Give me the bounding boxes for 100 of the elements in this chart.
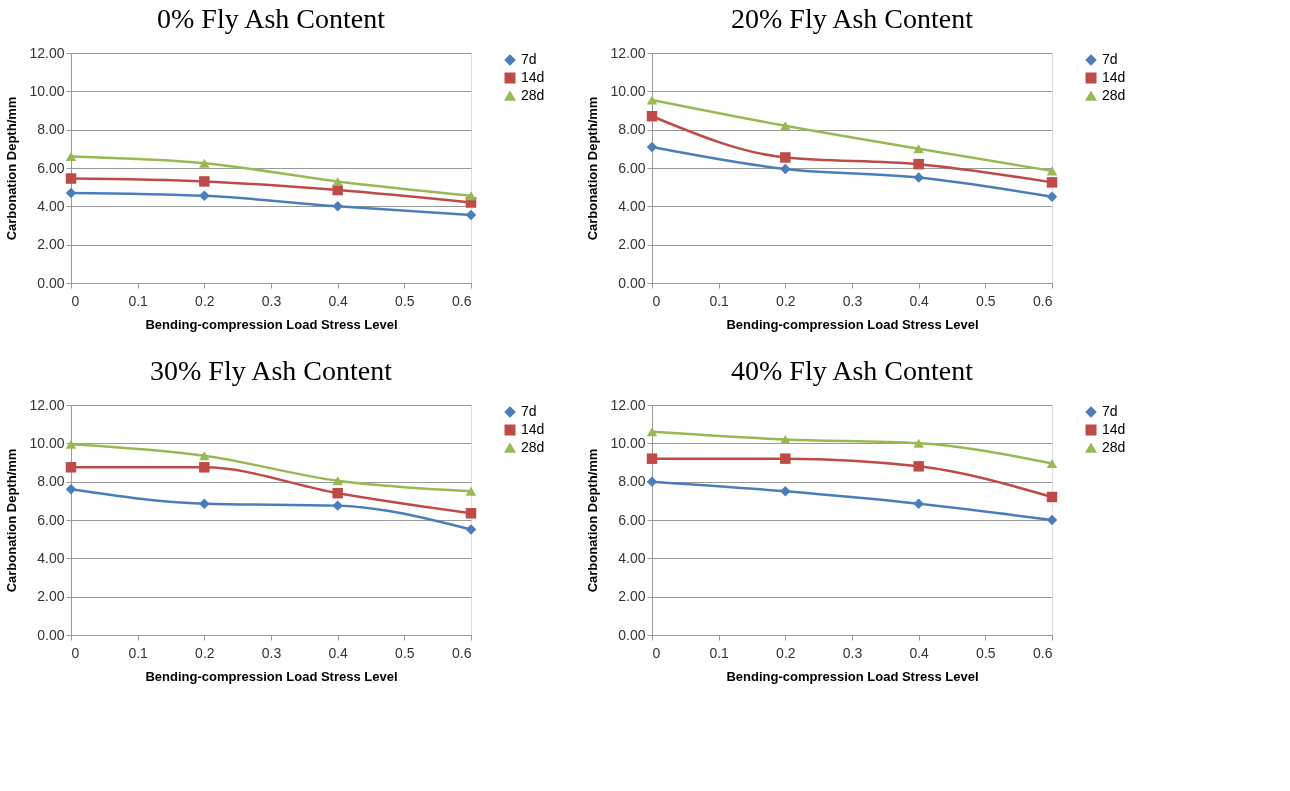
x-tick-label: 0.5 <box>976 292 996 309</box>
x-tick-label: 0.2 <box>195 292 215 309</box>
x-tick-label: 0.5 <box>395 292 415 309</box>
x-axis-title: Bending-compression Load Stress Level <box>726 316 979 332</box>
x-tick-label: 0.1 <box>128 644 149 661</box>
y-tick-label: 6.00 <box>37 159 65 176</box>
point <box>1046 166 1058 176</box>
point <box>913 172 924 183</box>
point <box>199 176 210 187</box>
x-axis-title: Bending-compression Load Stress Level <box>145 668 398 684</box>
legend-label: 7d <box>521 403 537 419</box>
y-tick-label: 0.00 <box>618 274 646 291</box>
x-tick-label: 0.6 <box>1033 292 1053 309</box>
point <box>465 191 477 201</box>
point <box>465 508 477 519</box>
point <box>913 498 924 509</box>
legend-label: 28d <box>1102 87 1126 103</box>
x-axis-title: Bending-compression Load Stress Level <box>726 668 979 684</box>
chart-title: 30% Fly Ash Content <box>150 355 393 386</box>
point <box>646 111 658 122</box>
chart-title: 20% Fly Ash Content <box>731 3 974 34</box>
y-tick-label: 10.00 <box>29 82 65 99</box>
x-tick-label: 0 <box>71 292 80 309</box>
point <box>646 95 658 105</box>
point <box>199 462 210 473</box>
point <box>199 158 210 168</box>
y-tick-label: 0.00 <box>37 626 65 643</box>
y-tick-label: 10.00 <box>29 434 65 451</box>
y-tick-label: 8.00 <box>37 473 65 490</box>
y-axis-title: Carbonation Depth/mm <box>585 448 601 593</box>
x-tick-label: 0.4 <box>909 644 930 661</box>
x-axis-title: Bending-compression Load Stress Level <box>145 316 398 332</box>
x-tick-label: 0.2 <box>195 644 215 661</box>
point <box>913 438 924 448</box>
y-tick-label: 8.00 <box>37 121 65 138</box>
y-tick-label: 2.00 <box>37 588 65 605</box>
point <box>1046 514 1058 526</box>
y-tick-label: 12.00 <box>610 44 646 61</box>
point <box>199 451 210 461</box>
chart-title: 0% Fly Ash Content <box>157 3 386 34</box>
point <box>332 201 343 212</box>
x-tick-label: 0.4 <box>909 292 930 309</box>
x-tick-label: 0.1 <box>128 292 149 309</box>
y-tick-label: 12.00 <box>29 44 65 61</box>
legend-label: 14d <box>1102 421 1126 437</box>
point <box>332 476 343 486</box>
point <box>332 184 343 196</box>
point <box>65 484 77 495</box>
y-axis-title: Carbonation Depth/mm <box>4 448 20 593</box>
x-tick-label: 0.6 <box>1033 644 1053 661</box>
point <box>332 487 343 499</box>
x-tick-label: 0.2 <box>776 644 796 661</box>
y-tick-label: 12.00 <box>610 396 646 413</box>
chart-title: 40% Fly Ash Content <box>731 355 974 386</box>
y-tick-label: 0.00 <box>37 274 65 291</box>
x-tick-label: 0 <box>71 644 80 661</box>
y-tick-label: 12.00 <box>29 396 65 413</box>
y-tick-label: 2.00 <box>618 588 646 605</box>
point <box>1046 458 1058 468</box>
legend-label: 7d <box>521 51 537 67</box>
y-tick-label: 0.00 <box>618 626 646 643</box>
x-tick-label: 0.6 <box>452 644 472 661</box>
point <box>913 461 924 472</box>
legend-label: 14d <box>521 421 545 437</box>
legend-label: 28d <box>521 87 545 103</box>
point <box>646 141 658 153</box>
legend-label: 28d <box>1102 439 1126 455</box>
y-tick-label: 10.00 <box>610 434 646 451</box>
y-tick-label: 4.00 <box>618 197 646 214</box>
x-tick-label: 0 <box>652 644 661 661</box>
y-tick-label: 4.00 <box>618 549 646 566</box>
point <box>1046 191 1058 202</box>
x-tick-label: 0.4 <box>328 292 349 309</box>
x-tick-label: 0.3 <box>261 644 282 661</box>
x-tick-label: 0.5 <box>976 644 996 661</box>
y-tick-label: 2.00 <box>618 236 646 253</box>
point <box>1046 177 1058 188</box>
x-tick-label: 0.3 <box>842 644 863 661</box>
point <box>465 524 477 535</box>
y-tick-label: 4.00 <box>37 197 65 214</box>
y-tick-label: 10.00 <box>610 82 646 99</box>
point <box>65 462 77 473</box>
y-tick-label: 8.00 <box>618 121 646 138</box>
x-tick-label: 0.1 <box>709 292 730 309</box>
point <box>780 486 791 497</box>
legend-label: 14d <box>1102 69 1126 85</box>
point <box>646 427 658 437</box>
point <box>332 500 343 511</box>
point <box>65 439 77 449</box>
y-tick-label: 4.00 <box>37 549 65 566</box>
point <box>913 144 924 154</box>
point <box>65 151 77 162</box>
point <box>199 498 210 509</box>
x-tick-label: 0.2 <box>776 292 796 309</box>
point <box>1046 491 1058 503</box>
point <box>332 176 343 186</box>
legend-label: 7d <box>1102 51 1118 67</box>
point <box>780 163 791 175</box>
legend-label: 7d <box>1102 403 1118 419</box>
y-tick-label: 2.00 <box>37 236 65 253</box>
